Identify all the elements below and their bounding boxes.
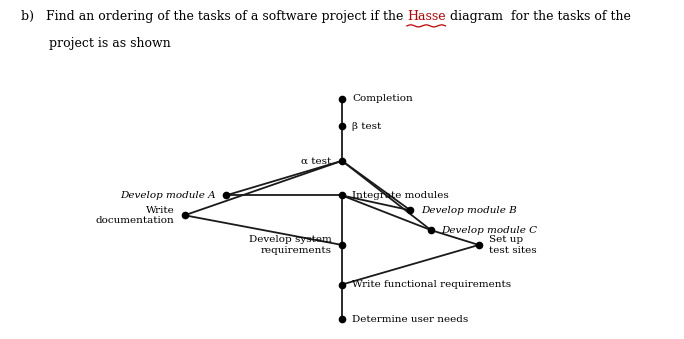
Text: Develop module C: Develop module C — [441, 226, 538, 235]
Text: Set up
test sites: Set up test sites — [489, 235, 537, 255]
Text: Develop system
requirements: Develop system requirements — [249, 235, 332, 255]
Text: β test: β test — [352, 122, 382, 131]
Text: project is as shown: project is as shown — [21, 37, 170, 50]
Text: Determine user needs: Determine user needs — [352, 315, 469, 324]
Text: Develop module B: Develop module B — [421, 206, 516, 215]
Text: diagram  for the tasks of the: diagram for the tasks of the — [445, 10, 631, 23]
Text: Integrate modules: Integrate modules — [352, 191, 449, 200]
Text: α test: α test — [302, 156, 332, 165]
Text: Hasse: Hasse — [407, 10, 445, 23]
Text: Develop module A: Develop module A — [120, 191, 215, 200]
Text: Write functional requirements: Write functional requirements — [352, 280, 512, 289]
Text: b)   Find an ordering of the tasks of a software project if the: b) Find an ordering of the tasks of a so… — [21, 10, 407, 23]
Text: Write
documentation: Write documentation — [96, 205, 174, 225]
Text: Completion: Completion — [352, 95, 413, 103]
